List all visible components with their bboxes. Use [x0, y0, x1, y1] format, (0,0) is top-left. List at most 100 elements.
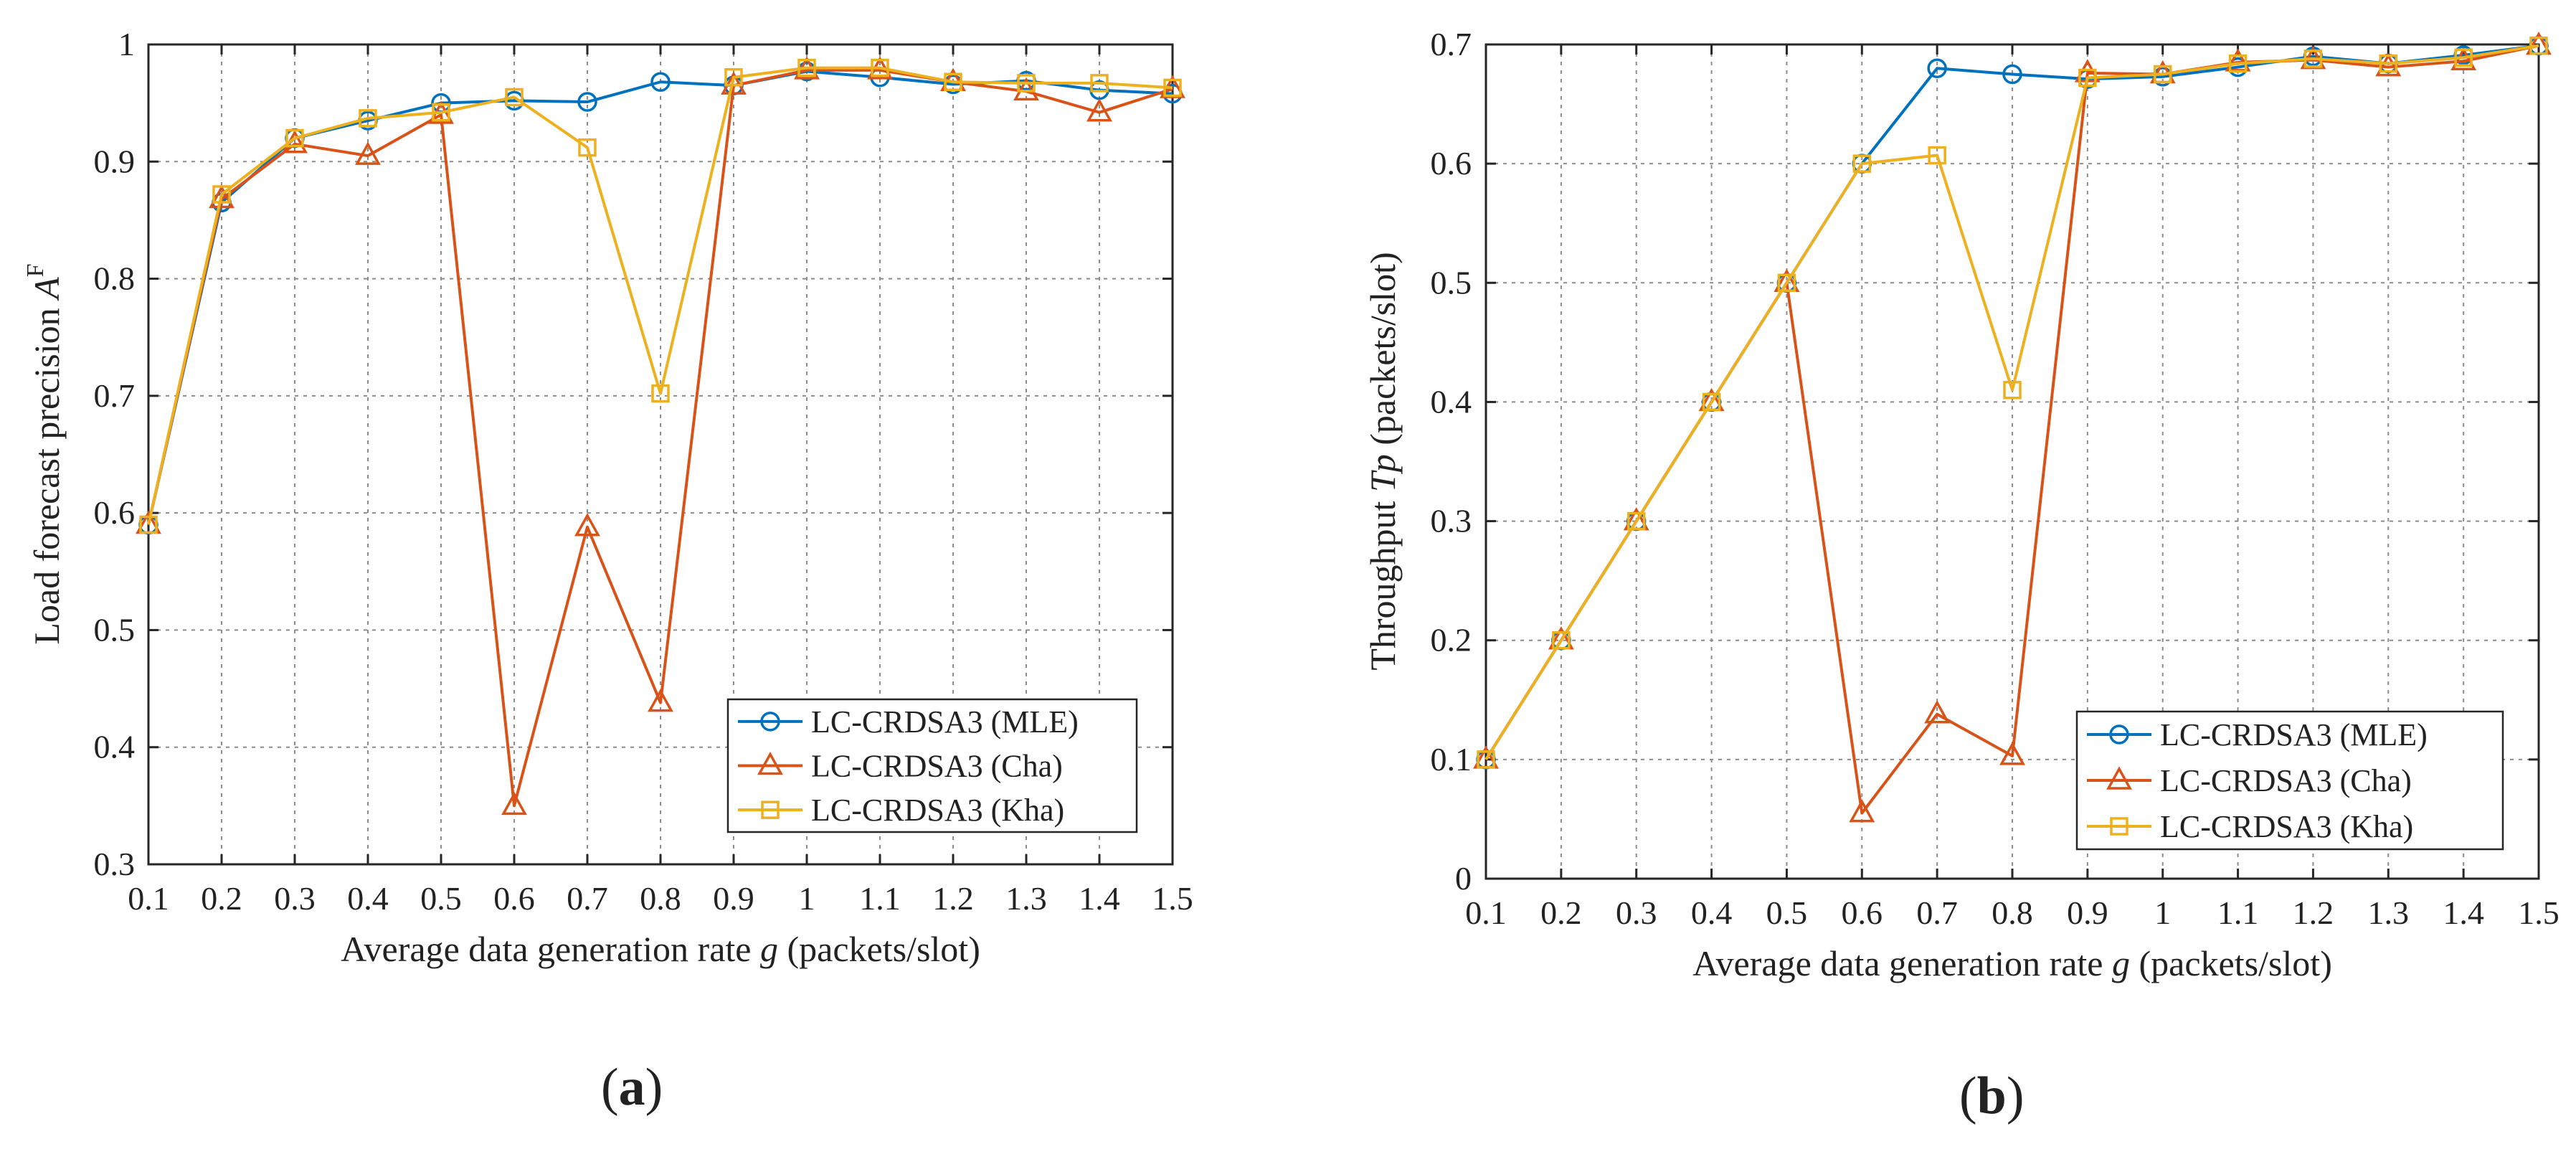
- y-tick-label: 0.6: [1431, 145, 1472, 181]
- data-point-square: [2454, 48, 2473, 67]
- data-point-circle: [1927, 58, 1947, 78]
- x-tick-label: 1.5: [1152, 880, 1193, 917]
- data-point-square: [1626, 511, 1646, 531]
- y-tick-label: 0.4: [1431, 383, 1472, 420]
- legend-label: LC-CRDSA3 (MLE): [811, 704, 1079, 740]
- data-point-square: [1777, 273, 1796, 293]
- x-axis-title: Average data generation rate g (packets/…: [1692, 943, 2332, 983]
- y-tick-label: 0.5: [1431, 264, 1472, 301]
- data-point-square: [2003, 381, 2022, 400]
- data-point-triangle: [1924, 700, 1951, 724]
- y-tick-label: 0.6: [94, 494, 136, 531]
- x-tick-label: 1.2: [2293, 894, 2334, 931]
- x-tick-label: 0.4: [347, 880, 389, 917]
- series-triangle: [136, 56, 1185, 816]
- data-point-triangle: [2375, 52, 2402, 77]
- panel-caption-letter: a: [619, 1058, 645, 1117]
- x-tick-label: 1.1: [2217, 894, 2259, 931]
- x-tick-label: 0.7: [1916, 894, 1958, 931]
- data-point-triangle: [1849, 799, 1875, 823]
- y-tick-label: 0.7: [1431, 26, 1472, 62]
- series-line: [1484, 44, 2539, 815]
- data-point-square: [651, 384, 670, 403]
- data-point-square: [1928, 146, 1946, 165]
- data-point-triangle: [501, 791, 527, 816]
- x-tick-label: 0.3: [1616, 894, 1657, 931]
- panel-caption-letter: b: [1977, 1067, 2007, 1125]
- data-point-square: [2078, 68, 2097, 88]
- series-triangle: [1473, 32, 2552, 823]
- x-tick-label: 1.2: [932, 880, 974, 917]
- legend-marker: [2110, 817, 2128, 836]
- data-point-circle: [577, 92, 597, 112]
- y-tick-label: 0.4: [94, 729, 136, 765]
- x-axis-unit: (packets/slot): [778, 929, 980, 969]
- data-point-square: [1552, 630, 1571, 650]
- series-line: [147, 66, 1173, 525]
- y-axis-title-text: Load forecast precision: [27, 299, 67, 645]
- y-tick-label: 0.3: [94, 846, 136, 882]
- data-point-triangle: [1013, 77, 1039, 101]
- y-axis-variable: Tp: [1363, 454, 1403, 492]
- data-point-square: [1477, 750, 1495, 769]
- y-axis-variable: A: [27, 277, 67, 301]
- y-axis-unit: (packets/slot): [1363, 252, 1403, 454]
- x-tick-label: 0.2: [1540, 894, 1582, 931]
- data-point-square: [1702, 392, 1721, 412]
- data-point-square: [139, 515, 158, 534]
- x-tick-label: 0.9: [2067, 894, 2108, 931]
- x-tick-label: 0.5: [1766, 894, 1808, 931]
- x-tick-label: 0.6: [493, 880, 535, 917]
- series-line: [147, 68, 1173, 808]
- legend-label: LC-CRDSA3 (Kha): [2160, 809, 2413, 844]
- x-axis-variable: g: [2112, 943, 2130, 983]
- x-tick-label: 0.6: [1842, 894, 1883, 931]
- x-tick-label: 1.4: [2443, 894, 2484, 931]
- y-axis-title-text: Throughput: [1363, 492, 1403, 671]
- data-point-square: [797, 58, 816, 77]
- y-axis-title: Load forecast precision AF: [22, 263, 67, 644]
- x-tick-label: 1.3: [1005, 880, 1047, 917]
- legend-marker: [2109, 724, 2129, 745]
- data-point-circle: [650, 72, 671, 93]
- legend-label: LC-CRDSA3 (MLE): [2160, 717, 2428, 752]
- y-tick-label: 1: [118, 26, 135, 62]
- x-tick-label: 0.8: [640, 880, 681, 917]
- x-tick-label: 0.3: [274, 880, 316, 917]
- data-point-triangle: [209, 184, 235, 209]
- legend-marker: [761, 800, 780, 819]
- y-axis-superscript: F: [22, 263, 49, 277]
- series-line: [1484, 44, 2539, 760]
- legend: LC-CRDSA3 (MLE) LC-CRDSA3 (Cha) LC-CRDSA3 …: [726, 698, 1138, 833]
- y-tick-label: 0.9: [94, 143, 136, 179]
- legend-marker: [757, 751, 783, 775]
- data-point-circle: [2002, 64, 2022, 85]
- x-tick-label: 0.1: [128, 880, 169, 917]
- data-point-square: [1163, 78, 1182, 98]
- series-square: [139, 58, 1182, 534]
- panel-caption: (a): [601, 1058, 663, 1117]
- x-tick-label: 0.2: [201, 880, 242, 917]
- data-point-square: [1090, 74, 1109, 93]
- y-tick-label: 0.3: [1431, 503, 1472, 539]
- data-point-square: [2228, 54, 2248, 73]
- data-point-triangle: [574, 513, 600, 537]
- y-axis-title: Throughput Tp (packets/slot): [1363, 252, 1403, 670]
- x-tick-label: 1: [2154, 894, 2171, 931]
- data-point-square: [505, 88, 524, 107]
- data-point-square: [359, 109, 377, 128]
- x-tick-label: 0.7: [567, 880, 608, 917]
- data-point-square: [285, 128, 304, 148]
- y-tick-label: 0.7: [94, 377, 136, 414]
- data-point-square: [2303, 49, 2323, 68]
- x-tick-label: 0.8: [1992, 894, 2033, 931]
- x-tick-label: 0.9: [713, 880, 754, 917]
- data-point-triangle: [648, 689, 673, 712]
- x-tick-label: 1.4: [1079, 880, 1120, 917]
- series-square: [1477, 36, 2548, 769]
- data-point-square: [724, 67, 743, 87]
- y-tick-label: 0.2: [1431, 622, 1472, 658]
- data-point-square: [871, 58, 889, 77]
- data-point-square: [2379, 54, 2398, 73]
